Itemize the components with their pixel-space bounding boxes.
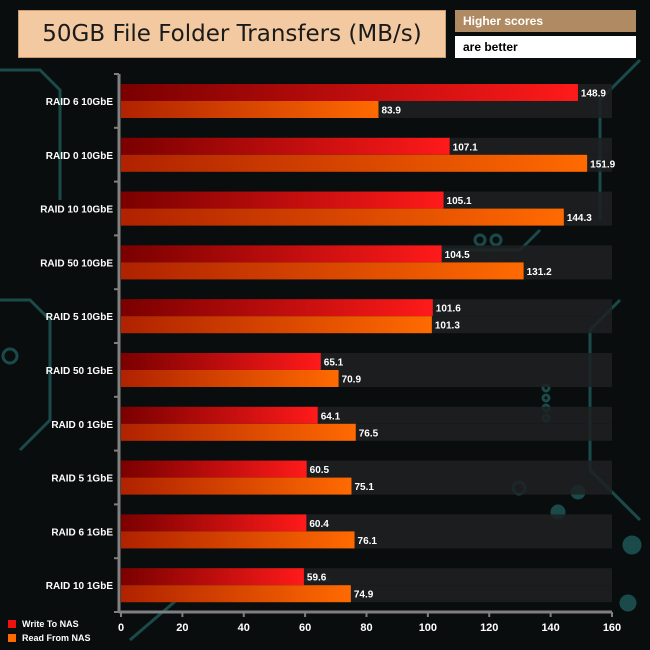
category-label: RAID 10 10GbE [40, 205, 113, 216]
data-label: 60.4 [309, 519, 329, 530]
data-label: 76.1 [358, 536, 378, 547]
category-label: RAID 0 10GbE [46, 151, 114, 162]
data-label: 148.9 [581, 89, 606, 100]
x-tick-label: 20 [176, 622, 188, 634]
x-tick-label: 100 [419, 622, 437, 634]
data-label: 76.5 [359, 428, 379, 439]
bar-read [121, 316, 432, 334]
data-label: 70.9 [342, 375, 362, 386]
bar-write [121, 460, 307, 478]
data-label: 60.5 [310, 465, 330, 476]
x-tick-label: 0 [118, 622, 124, 634]
data-label: 59.6 [307, 573, 327, 584]
data-label: 74.9 [354, 590, 374, 601]
x-tick-label: 160 [603, 622, 621, 634]
bar-read [121, 154, 588, 172]
legend-item-read: Read From NAS [8, 631, 91, 645]
note-higher-scores: Higher scores [455, 10, 636, 32]
x-tick-label: 40 [238, 622, 250, 634]
data-label: 75.1 [354, 482, 374, 493]
data-label: 131.2 [527, 267, 552, 278]
legend-label-write: Write To NAS [22, 619, 79, 629]
legend-label-read: Read From NAS [22, 633, 91, 643]
category-label: RAID 5 10GbE [46, 312, 114, 323]
x-tick-label: 80 [360, 622, 372, 634]
bar-write [121, 406, 318, 424]
bar-write [121, 245, 442, 263]
note-are-better: are better [455, 36, 636, 58]
x-tick-label: 60 [299, 622, 311, 634]
bar-read [121, 262, 524, 280]
bar-write [121, 568, 304, 586]
x-tick-label: 120 [480, 622, 498, 634]
x-tick-label: 140 [541, 622, 559, 634]
category-label: RAID 0 1GbE [51, 420, 113, 431]
category-label: RAID 10 1GbE [46, 581, 114, 592]
category-label: RAID 6 10GbE [46, 97, 114, 108]
data-label: 105.1 [447, 196, 472, 207]
legend-item-write: Write To NAS [8, 617, 91, 631]
data-label: 83.9 [381, 106, 401, 117]
category-label: RAID 50 10GbE [40, 258, 113, 269]
chart-legend: Write To NAS Read From NAS [8, 617, 91, 645]
data-label: 101.6 [436, 304, 461, 315]
data-label: 151.9 [590, 159, 615, 170]
data-label: 104.5 [445, 250, 470, 261]
category-label: RAID 5 1GbE [51, 474, 113, 485]
bar-write [121, 514, 307, 532]
data-label: 65.1 [324, 358, 344, 369]
data-label: 107.1 [453, 142, 478, 153]
category-label: RAID 50 1GbE [46, 366, 114, 377]
bar-read [121, 423, 356, 441]
data-label: 64.1 [321, 411, 341, 422]
category-label: RAID 6 1GbE [51, 527, 113, 538]
data-label: 144.3 [567, 213, 592, 224]
bar-write [121, 137, 450, 155]
bar-read [121, 101, 379, 118]
bar-read [121, 370, 339, 387]
data-label: 101.3 [435, 321, 460, 332]
chart-title-box: 50GB File Folder Transfers (MB/s) [18, 10, 446, 58]
bar-write [121, 191, 444, 209]
legend-swatch-read [8, 634, 16, 642]
legend-swatch-write [8, 620, 16, 628]
bar-write [121, 84, 578, 101]
bar-read [121, 585, 351, 603]
chart-title: 50GB File Folder Transfers (MB/s) [42, 21, 422, 47]
bar-read [121, 477, 352, 495]
bar-read [121, 208, 564, 226]
bar-write [121, 299, 433, 317]
bar-read [121, 531, 355, 549]
bar-write [121, 353, 321, 370]
